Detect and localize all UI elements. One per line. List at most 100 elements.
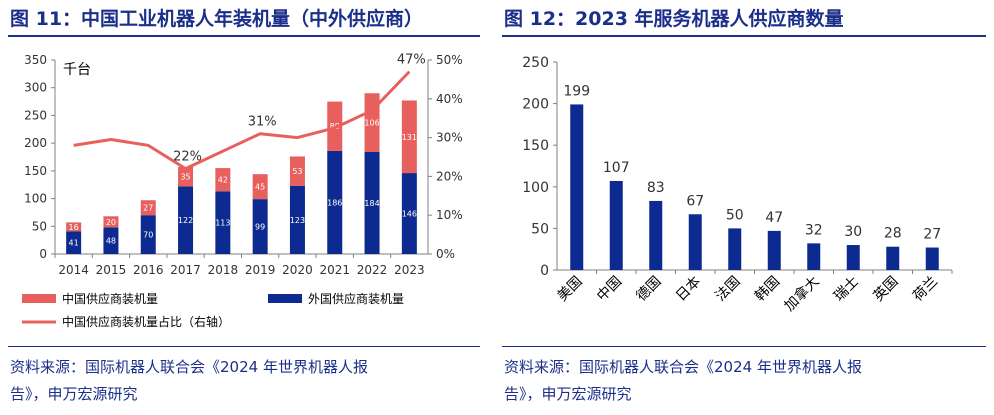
bar-foreign-label: 48 — [106, 237, 116, 246]
bar-domestic — [401, 100, 417, 174]
x-category-label: 日本 — [673, 274, 704, 305]
left-source-note: 资料来源：国际机器人联合会《2024 年世界机器人报 告》，申万宏源研究 — [10, 354, 368, 408]
x-tick-label: 2020 — [282, 263, 313, 277]
y-tick-label: 250 — [522, 55, 549, 71]
bar-foreign — [215, 191, 231, 254]
y2-tick-label: 20% — [436, 169, 463, 183]
legend-swatch-domestic — [22, 294, 56, 303]
legend-swatch-foreign — [268, 294, 302, 303]
bar-domestic-label: 131 — [402, 133, 417, 142]
legend-label-domestic: 中国供应商装机量 — [62, 291, 158, 306]
left-bottom-rule — [8, 346, 480, 347]
bar-domestic — [327, 101, 343, 151]
x-tick-label: 2015 — [96, 263, 127, 277]
x-category-label: 荷兰 — [910, 274, 941, 305]
bar-domestic-label: 16 — [69, 223, 79, 232]
x-category-label: 美国 — [554, 274, 585, 305]
right-source-line-1: 资料来源：国际机器人联合会《2024 年世界机器人报 — [504, 358, 862, 376]
bar-foreign-label: 113 — [215, 219, 230, 228]
bar-foreign — [103, 227, 119, 254]
bar-domestic-label: 45 — [255, 183, 265, 192]
x-category-label: 英国 — [870, 273, 902, 305]
y-tick-label: 0 — [540, 263, 549, 279]
bar-foreign — [66, 231, 82, 254]
bar-value-label: 107 — [603, 160, 630, 176]
bar — [846, 245, 860, 270]
bar-foreign — [289, 185, 305, 254]
ratio-data-label: 22% — [173, 150, 202, 165]
y-tick-label: 300 — [24, 81, 47, 95]
x-tick-label: 2018 — [208, 263, 239, 277]
bar-domestic — [215, 168, 231, 192]
legend-label-foreign: 外国供应商装机量 — [308, 291, 404, 306]
bar-domestic — [103, 216, 119, 228]
bar-value-label: 32 — [805, 222, 823, 238]
bar-value-label: 28 — [884, 226, 902, 242]
x-tick-label: 2014 — [58, 263, 89, 277]
y-tick-label: 50 — [531, 221, 549, 237]
bar-domestic-label: 20 — [106, 218, 116, 227]
bar-domestic — [252, 174, 268, 200]
bar-foreign-label: 99 — [255, 223, 265, 232]
y2-tick-label: 10% — [436, 208, 463, 222]
ratio-data-label: 31% — [248, 115, 277, 130]
bar — [925, 247, 939, 270]
bar-foreign — [178, 186, 194, 254]
bar-foreign-label: 146 — [402, 210, 417, 219]
bar-foreign-label: 122 — [178, 216, 193, 225]
x-tick-label: 2023 — [394, 263, 425, 277]
bar-value-label: 83 — [647, 180, 665, 196]
x-category-label: 加拿大 — [781, 273, 823, 315]
x-category-label: 德国 — [633, 274, 664, 305]
bar-foreign — [140, 215, 156, 254]
bar — [807, 243, 821, 270]
bar-foreign — [327, 150, 343, 254]
y-tick-label: 200 — [24, 136, 47, 150]
bar-foreign-label: 123 — [290, 216, 305, 225]
y-tick-label: 0 — [39, 247, 47, 261]
bar-domestic-label: 35 — [180, 173, 190, 182]
bar-value-label: 27 — [923, 227, 941, 243]
bar-foreign-label: 41 — [69, 239, 79, 248]
bar-domestic — [289, 156, 305, 186]
x-tick-label: 2021 — [319, 263, 350, 277]
left-figure-title: 图 11：中国工业机器人年装机量（中外供应商） — [10, 8, 424, 30]
legend-label-ratio: 中国供应商装机量占比（右轴） — [62, 314, 230, 329]
right-source-note: 资料来源：国际机器人联合会《2024 年世界机器人报 告》，申万宏源研究 — [504, 354, 862, 408]
right-title-rule — [502, 35, 986, 37]
x-tick-label: 2016 — [133, 263, 164, 277]
ratio-line — [73, 70, 411, 171]
bar-foreign — [252, 199, 268, 254]
bar — [609, 180, 623, 270]
ratio-data-label: 47% — [397, 53, 426, 68]
y-tick-label: 100 — [522, 180, 549, 196]
y2-tick-label: 0% — [436, 247, 455, 261]
bar-domestic-label: 53 — [292, 167, 302, 176]
left-source-line-2: 告》，申万宏源研究 — [10, 385, 138, 403]
bar-domestic-label: 106 — [364, 119, 379, 128]
bar-foreign-label: 70 — [143, 231, 153, 240]
bar-value-label: 30 — [844, 224, 862, 240]
x-tick-label: 2017 — [170, 263, 201, 277]
right-figure-title: 图 12：2023 年服务机器人供应商数量 — [504, 8, 844, 30]
x-category-label: 法国 — [712, 274, 743, 305]
y2-tick-label: 30% — [436, 131, 463, 145]
bar-value-label: 47 — [765, 210, 783, 226]
y-tick-label: 150 — [522, 138, 549, 154]
x-category-label: 中国 — [594, 274, 625, 305]
bar — [767, 230, 781, 270]
bar-domestic — [140, 200, 156, 216]
bar-value-label: 199 — [563, 83, 590, 99]
left-source-line-1: 资料来源：国际机器人联合会《2024 年世界机器人报 — [10, 358, 368, 376]
bar — [570, 104, 584, 270]
bar-domestic — [178, 166, 194, 187]
right-bottom-rule — [502, 346, 986, 347]
y-tick-label: 100 — [24, 192, 47, 206]
y2-tick-label: 50% — [436, 53, 463, 67]
y-tick-label: 150 — [24, 164, 47, 178]
right-source-line-2: 告》，申万宏源研究 — [504, 385, 632, 403]
y-tick-label: 200 — [522, 97, 549, 113]
bar-domestic-label: 42 — [218, 176, 228, 185]
